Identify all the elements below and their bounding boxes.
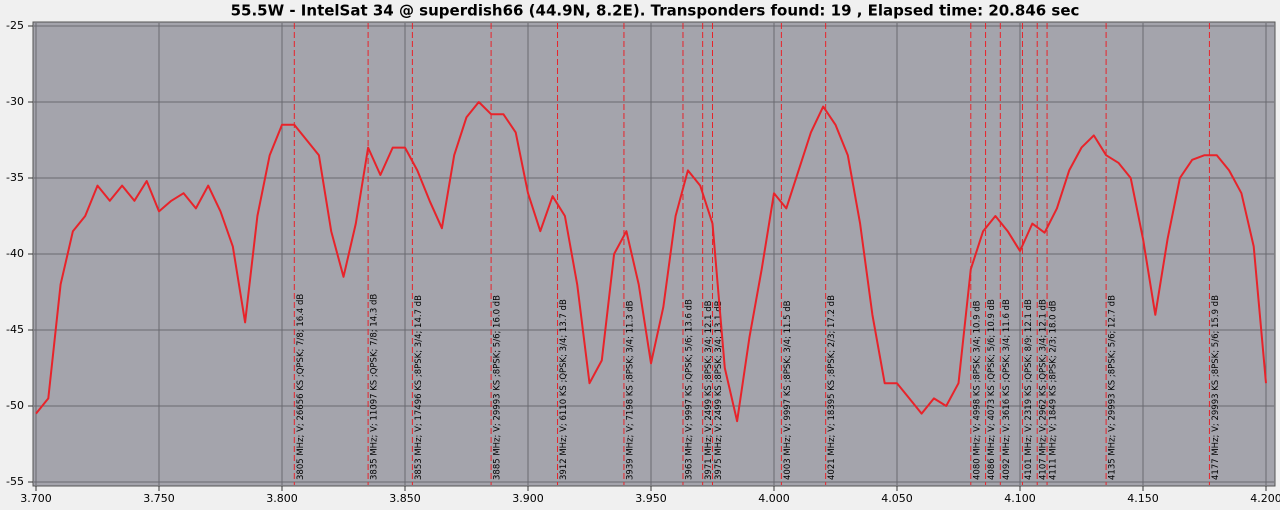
transponder-label: 3805 MHz; V; 26656 KS ;QPSK; 7/8; 16.4 d… (296, 294, 306, 480)
y-tick-label: -45 (6, 323, 24, 336)
transponder-label: 4177 MHz; V; 29993 KS ;8PSK; 5/6; 15.9 d… (1211, 295, 1221, 480)
x-tick-label: 4.000 (758, 492, 790, 505)
x-tick-label: 4.200 (1250, 492, 1280, 505)
transponder-label: 4003 MHz; V; 9997 KS ;8PSK; 3/4; 11.5 dB (783, 300, 793, 480)
transponder-label: 4107 MHz; V; 2962 KS ;QPSK; 3/4; 12.1 dB (1039, 299, 1049, 480)
x-tick-label: 3.700 (20, 492, 52, 505)
transponder-label: 3963 MHz; V; 9997 KS ;QPSK; 5/6; 13.6 dB (684, 299, 694, 480)
transponder-label: 3975 MHz; V; 2499 KS ;8PSK; 3/4; 13.1 dB (714, 300, 724, 480)
x-tick-label: 3.850 (389, 492, 421, 505)
x-tick-label: 3.750 (143, 492, 175, 505)
transponder-label: 4135 MHz; V; 29993 KS ;8PSK; 5/6; 12.7 d… (1108, 295, 1118, 480)
chart-title: 55.5W - IntelSat 34 @ superdish66 (44.9N… (231, 2, 1080, 20)
transponder-label: 4080 MHz; V; 4998 KS ;8PSK; 3/4; 10.9 dB (972, 300, 982, 480)
x-tick-label: 3.900 (512, 492, 544, 505)
transponder-label: 4101 MHz; V; 2319 KS ;QPSK; 8/9; 12.1 dB (1024, 299, 1034, 480)
transponder-label: 4092 MHz; V; 3616 KS ;QPSK; 3/4; 11.6 dB (1002, 299, 1012, 480)
y-tick-label: -40 (6, 247, 24, 260)
y-tick-label: -50 (6, 399, 24, 412)
x-tick-label: 3.800 (266, 492, 298, 505)
transponder-label: 4086 MHz; V; 4073 KS ;QPSK; 5/6; 10.9 dB (987, 299, 997, 480)
y-tick-label: -25 (6, 19, 24, 32)
x-tick-label: 4.100 (1004, 492, 1036, 505)
transponder-label: 3885 MHz; V; 29993 KS ;8PSK; 5/6; 16.0 d… (493, 295, 503, 480)
x-tick-label: 3.950 (635, 492, 667, 505)
transponder-label: 3939 MHz; V; 7198 KS ;8PSK; 3/4; 11.3 dB (625, 300, 635, 480)
transponder-label: 4021 MHz; V; 18395 KS ;8PSK; 2/3; 17.2 d… (827, 295, 837, 480)
transponder-label: 3853 MHz; V; 17496 KS ;8PSK; 3/4; 14.7 d… (414, 295, 424, 480)
spectrum-line (35, 101, 1267, 423)
transponder-label: 3971 MHz; V; 2499 KS ;8PSK; 3/4; 12.1 dB (704, 300, 714, 480)
y-tick-label: -30 (6, 95, 24, 108)
transponder-label: 3835 MHz; V; 11097 KS ;QPSK; 7/8; 14.3 d… (370, 294, 380, 480)
x-tick-label: 4.150 (1127, 492, 1159, 505)
x-tick-label: 4.050 (881, 492, 913, 505)
y-tick-label: -55 (6, 475, 24, 488)
y-tick-label: -35 (6, 171, 24, 184)
transponder-label: 3912 MHz; V; 6110 KS ;QPSK; 3/4; 13.7 dB (559, 299, 569, 480)
transponder-label: 4111 MHz; V; 1849 KS ;8PSK; 2/3; 18.0 dB (1049, 300, 1059, 480)
